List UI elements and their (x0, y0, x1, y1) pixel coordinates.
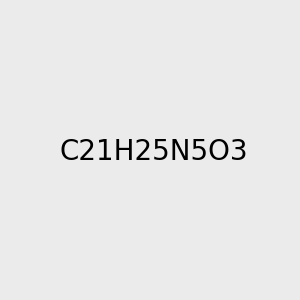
Text: C21H25N5O3: C21H25N5O3 (59, 137, 248, 166)
